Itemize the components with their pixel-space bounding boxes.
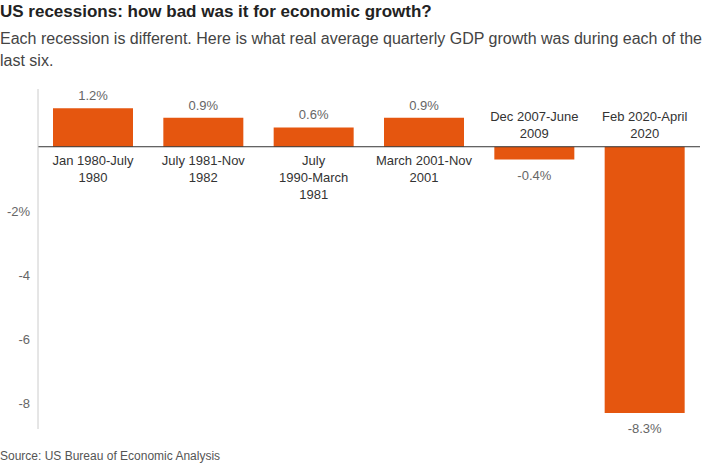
svg-text:-2%: -2% — [8, 204, 30, 219]
svg-text:July: July — [302, 153, 326, 168]
svg-text:0.6%: 0.6% — [299, 107, 329, 122]
svg-text:1.2%: 1.2% — [78, 88, 108, 103]
svg-text:-0.4%: -0.4% — [517, 168, 551, 183]
html-text:Source: US Bureau of Economic: Source: US Bureau of Economic Analysis — [0, 449, 221, 463]
html-text:Each recession is different. H: Each recession is different. Here is wha… — [0, 30, 702, 69]
svg-text:Dec 2007-June: Dec 2007-June — [490, 109, 578, 124]
svg-text:2009: 2009 — [520, 126, 549, 141]
svg-text:1980: 1980 — [79, 170, 108, 185]
svg-text:July 1981-Nov: July 1981-Nov — [162, 153, 246, 168]
svg-text:1981: 1981 — [299, 187, 328, 202]
html-text:US recessions: how bad was it: US recessions: how bad was it for econom… — [0, 2, 432, 21]
svg-text:1982: 1982 — [189, 170, 218, 185]
svg-text:2020: 2020 — [630, 126, 659, 141]
svg-text:-6: -6 — [18, 332, 30, 347]
svg-text:March 2001-Nov: March 2001-Nov — [376, 153, 473, 168]
svg-text:1990-March: 1990-March — [279, 170, 348, 185]
svg-text:0.9%: 0.9% — [409, 98, 439, 113]
svg-text:-8: -8 — [18, 396, 30, 411]
svg-text:-8.3%: -8.3% — [628, 421, 662, 434]
svg-text:0.9%: 0.9% — [189, 98, 219, 113]
svg-text:2001: 2001 — [410, 170, 439, 185]
svg-text:Feb 2020-April: Feb 2020-April — [602, 109, 687, 124]
svg-text:Jan 1980-July: Jan 1980-July — [53, 153, 134, 168]
svg-text:-4: -4 — [18, 268, 30, 283]
